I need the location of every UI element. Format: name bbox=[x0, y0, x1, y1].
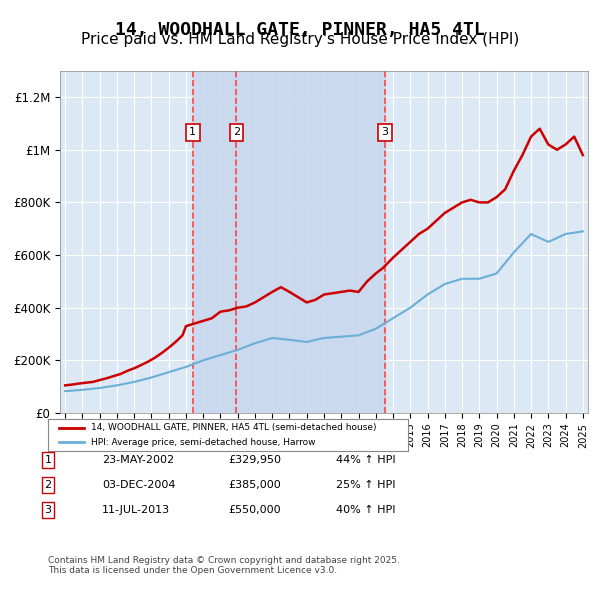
Bar bbox=[193, 71, 236, 413]
Text: £550,000: £550,000 bbox=[228, 505, 281, 514]
Text: 11-JUL-2013: 11-JUL-2013 bbox=[102, 505, 170, 514]
Text: 3: 3 bbox=[381, 127, 388, 137]
Text: Contains HM Land Registry data © Crown copyright and database right 2025.
This d: Contains HM Land Registry data © Crown c… bbox=[48, 556, 400, 575]
Text: 1: 1 bbox=[189, 127, 196, 137]
Bar bbox=[236, 71, 385, 413]
Text: 2: 2 bbox=[44, 480, 52, 490]
Text: Price paid vs. HM Land Registry's House Price Index (HPI): Price paid vs. HM Land Registry's House … bbox=[81, 32, 519, 47]
Text: 40% ↑ HPI: 40% ↑ HPI bbox=[336, 505, 395, 514]
Text: 3: 3 bbox=[44, 505, 52, 514]
Text: 25% ↑ HPI: 25% ↑ HPI bbox=[336, 480, 395, 490]
Text: 03-DEC-2004: 03-DEC-2004 bbox=[102, 480, 176, 490]
Text: 14, WOODHALL GATE, PINNER, HA5 4TL: 14, WOODHALL GATE, PINNER, HA5 4TL bbox=[115, 21, 485, 39]
Text: 44% ↑ HPI: 44% ↑ HPI bbox=[336, 455, 395, 465]
Text: £385,000: £385,000 bbox=[228, 480, 281, 490]
Text: HPI: Average price, semi-detached house, Harrow: HPI: Average price, semi-detached house,… bbox=[91, 438, 316, 447]
Text: 23-MAY-2002: 23-MAY-2002 bbox=[102, 455, 174, 465]
Text: 14, WOODHALL GATE, PINNER, HA5 4TL (semi-detached house): 14, WOODHALL GATE, PINNER, HA5 4TL (semi… bbox=[91, 424, 377, 432]
Text: £329,950: £329,950 bbox=[228, 455, 281, 465]
Text: 2: 2 bbox=[233, 127, 240, 137]
Text: 1: 1 bbox=[44, 455, 52, 465]
